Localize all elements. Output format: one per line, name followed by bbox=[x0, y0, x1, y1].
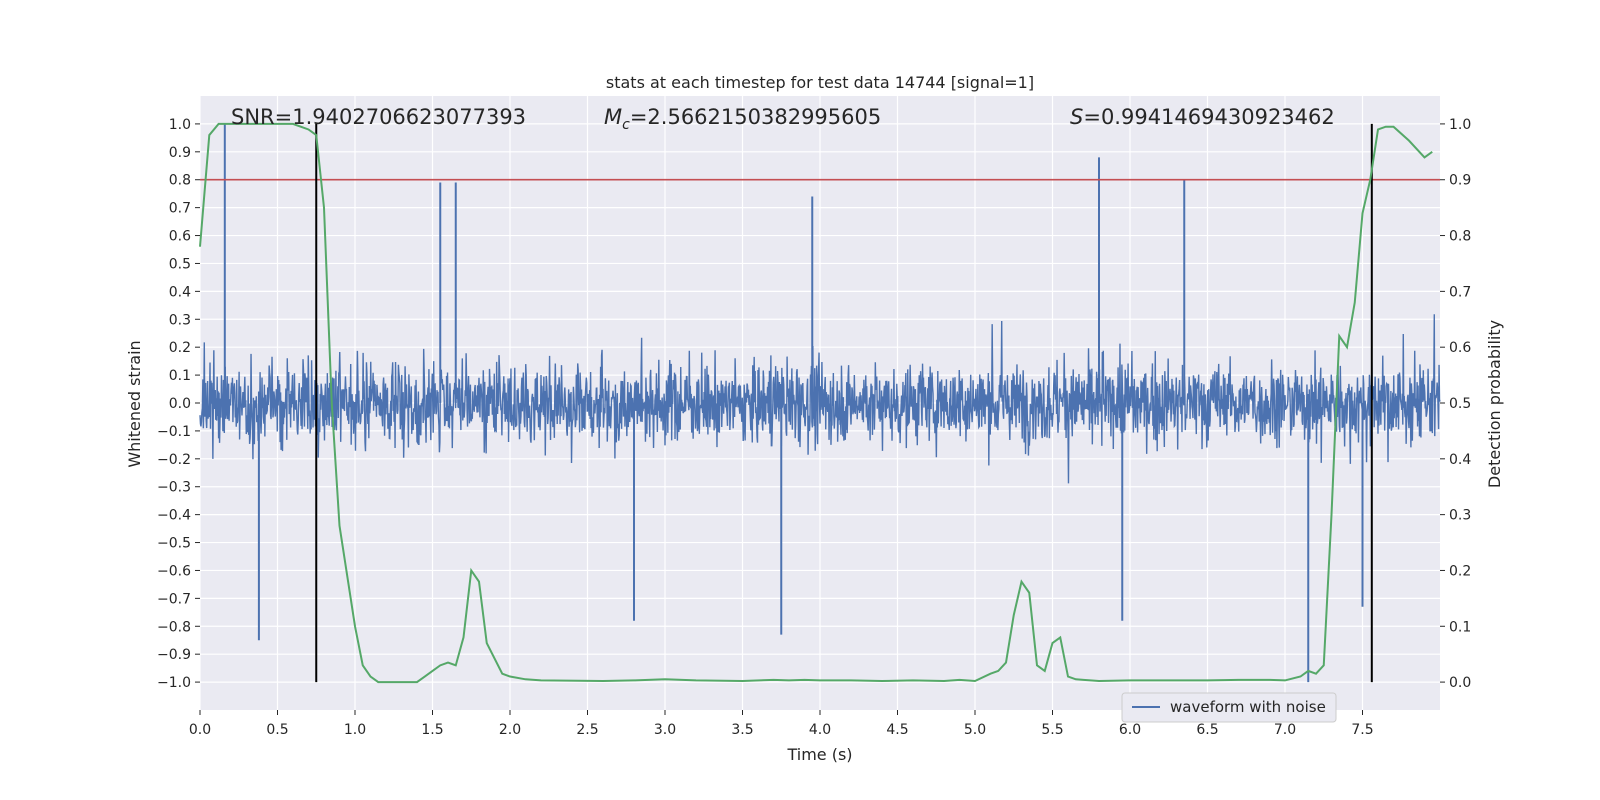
waveform-series bbox=[199, 123, 1441, 683]
x-tick-label: 5.5 bbox=[1041, 722, 1063, 738]
waveform-line bbox=[199, 314, 1441, 484]
y-tick-label-left: −0.7 bbox=[157, 591, 191, 607]
y-tick-label-right: 0.4 bbox=[1449, 452, 1471, 468]
probability-series bbox=[199, 122, 1433, 684]
y-tick-label-left: −0.1 bbox=[157, 424, 191, 440]
x-tick-label: 3.5 bbox=[731, 722, 753, 738]
x-tick-label: 1.0 bbox=[344, 722, 366, 738]
s-symbol: S bbox=[1070, 105, 1083, 129]
x-tick-label: 4.5 bbox=[886, 722, 908, 738]
y-tick-label-right: 0.9 bbox=[1449, 173, 1471, 189]
y-tick-label-right: 1.0 bbox=[1449, 117, 1471, 133]
x-tick-label: 2.0 bbox=[499, 722, 521, 738]
y-tick-label-right: 0.7 bbox=[1449, 284, 1471, 300]
y-tick-label-left: 0.0 bbox=[169, 396, 191, 412]
legend-box bbox=[1121, 692, 1337, 723]
x-tick-label: 6.0 bbox=[1119, 722, 1141, 738]
y-tick-label-right: 0.0 bbox=[1449, 675, 1471, 691]
y-ticks-right: 1.0 0.9 0.8 0.7 0.6 0.5 0.4 0.3 0.2 0.1 0.0 bbox=[1440, 117, 1471, 691]
y-tick-label-left: −0.9 bbox=[157, 647, 191, 663]
y-tick-label-left: 0.3 bbox=[169, 312, 191, 328]
y-tick-label-left: −0.8 bbox=[157, 619, 191, 635]
y-tick-label-right: 0.6 bbox=[1449, 340, 1471, 356]
y-tick-label-left: 0.8 bbox=[169, 173, 191, 189]
x-tick-label: 0.5 bbox=[266, 722, 288, 738]
mc-symbol: M bbox=[604, 105, 622, 129]
y-tick-label-left: 0.9 bbox=[169, 145, 191, 161]
y-tick-label-left: 0.6 bbox=[169, 229, 191, 245]
mc-annotation: Mc=2.5662150382995605 bbox=[604, 105, 881, 133]
x-tick-label: 5.0 bbox=[964, 722, 986, 738]
y-tick-label-left: 0.5 bbox=[169, 256, 191, 272]
x-tick-label: 7.5 bbox=[1351, 722, 1373, 738]
y-tick-label-right: 0.1 bbox=[1449, 619, 1471, 635]
probability-line bbox=[199, 122, 1433, 684]
overlay-lines bbox=[200, 123, 1440, 683]
y-tick-label-left: −0.4 bbox=[157, 508, 191, 524]
chart-title: stats at each timestep for test data 147… bbox=[606, 73, 1034, 92]
x-tick-label: 0.0 bbox=[189, 722, 211, 738]
y-axis-label-left: Whitened strain bbox=[125, 340, 144, 467]
y-tick-label-left: 0.7 bbox=[169, 201, 191, 217]
x-tick-label: 7.0 bbox=[1274, 722, 1296, 738]
x-tick-label: 2.5 bbox=[576, 722, 598, 738]
y-ticks-left: 1.0 0.9 0.8 0.7 0.6 0.5 0.4 0.3 0.2 0.1 0.0 −0.1 −0.… bbox=[157, 117, 200, 691]
y-tick-label-right: 0.2 bbox=[1449, 563, 1471, 579]
x-tick-label: 3.0 bbox=[654, 722, 676, 738]
y-tick-label-left: −0.5 bbox=[157, 536, 191, 552]
y-tick-label-right: 0.3 bbox=[1449, 508, 1471, 524]
y-tick-label-left: −0.6 bbox=[157, 563, 191, 579]
x-tick-label: 6.5 bbox=[1196, 722, 1218, 738]
mc-value: =2.5662150382995605 bbox=[630, 105, 881, 129]
s-annotation: S=0.9941469430923462 bbox=[1070, 105, 1335, 129]
y-axis-label-right: Detection probability bbox=[1485, 320, 1504, 488]
y-tick-label-left: 0.1 bbox=[169, 368, 191, 384]
x-axis-label: Time (s) bbox=[786, 745, 852, 764]
legend: waveform with noise bbox=[1121, 692, 1337, 723]
y-tick-label-left: 0.4 bbox=[169, 284, 191, 300]
y-tick-label-left: −0.2 bbox=[157, 452, 191, 468]
x-tick-label: 4.0 bbox=[809, 722, 831, 738]
legend-label: waveform with noise bbox=[1170, 698, 1326, 716]
y-tick-label-left: −0.3 bbox=[157, 480, 191, 496]
y-tick-label-right: 0.5 bbox=[1449, 396, 1471, 412]
y-tick-label-left: 1.0 bbox=[169, 117, 191, 133]
y-tick-label-left: 0.2 bbox=[169, 340, 191, 356]
s-value: =0.9941469430923462 bbox=[1083, 105, 1334, 129]
x-tick-label: 1.5 bbox=[421, 722, 443, 738]
y-tick-label-right: 0.8 bbox=[1449, 229, 1471, 245]
mc-subscript: c bbox=[622, 117, 630, 133]
snr-annotation: SNR=1.9402706623077393 bbox=[231, 105, 526, 129]
y-tick-label-left: −1.0 bbox=[157, 675, 191, 691]
x-ticks: 0.0 0.5 1.0 1.5 2.0 2.5 3.0 3.5 4.0 4.5 5.0 5.5 6.0 6… bbox=[189, 710, 1374, 738]
